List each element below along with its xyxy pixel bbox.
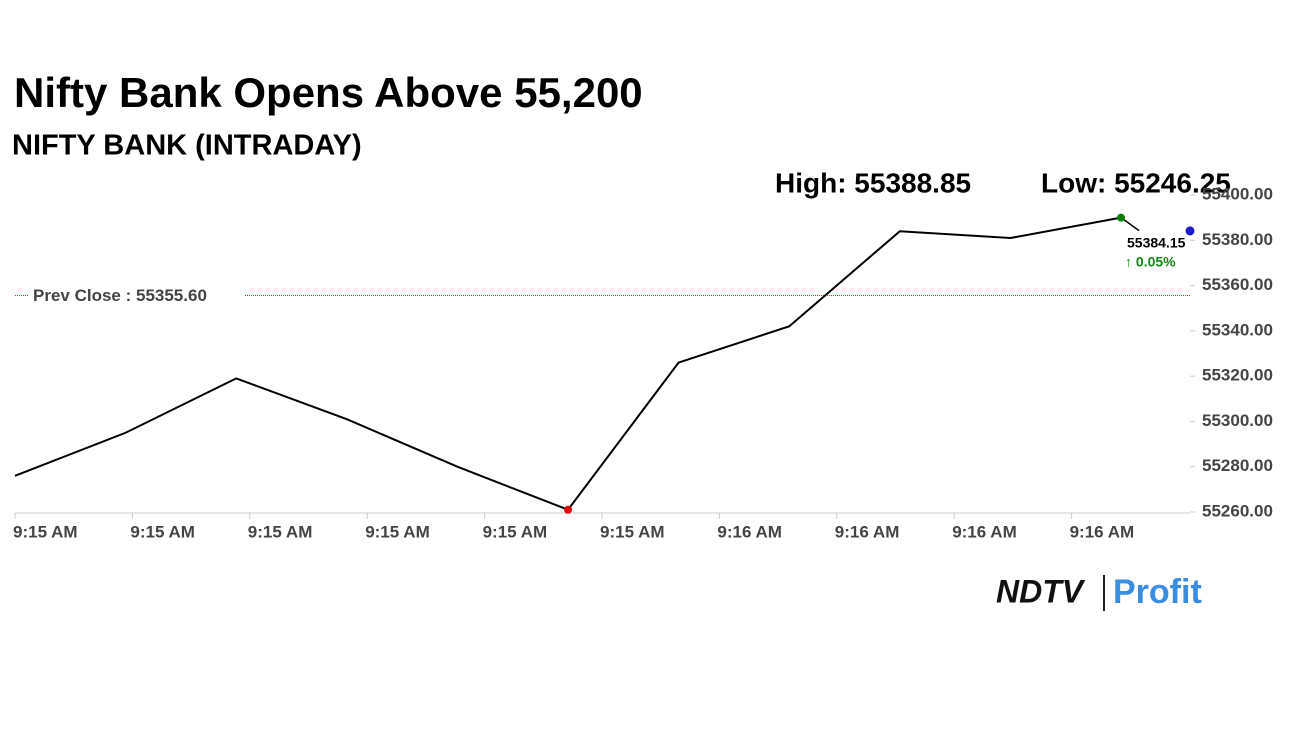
x-tick-label: 9:15 AM xyxy=(13,522,78,541)
logo-brand: NDTV xyxy=(996,573,1086,609)
prev-close-label: Prev Close : 55355.60 xyxy=(33,286,207,305)
x-tick-label: 9:16 AM xyxy=(717,522,782,541)
x-tick-label: 9:15 AM xyxy=(130,522,195,541)
x-tick-label: 9:16 AM xyxy=(1070,522,1135,541)
low-label: Low: 55246.25 xyxy=(1041,167,1231,198)
y-tick-label: 55340.00 xyxy=(1202,320,1273,339)
y-tick-label: 55360.00 xyxy=(1202,275,1273,294)
x-tick-label: 9:15 AM xyxy=(248,522,313,541)
current-marker xyxy=(1185,226,1195,236)
x-tick-label: 9:15 AM xyxy=(365,522,430,541)
y-tick-label: 55260.00 xyxy=(1202,501,1273,520)
x-tick-label: 9:15 AM xyxy=(600,522,665,541)
y-tick-label: 55380.00 xyxy=(1202,230,1273,249)
chart-subtitle: NIFTY BANK (INTRADAY) xyxy=(12,130,362,162)
y-tick-label: 55280.00 xyxy=(1202,456,1273,475)
x-tick-label: 9:15 AM xyxy=(483,522,548,541)
logo-product: Profit xyxy=(1113,573,1202,611)
y-tick-label: 55300.00 xyxy=(1202,411,1273,430)
x-tick-label: 9:16 AM xyxy=(952,522,1017,541)
high-label: High: 55388.85 xyxy=(775,167,971,198)
x-tick-label: 9:16 AM xyxy=(835,522,900,541)
series-line xyxy=(14,216,1122,511)
prev-close-bg xyxy=(28,283,245,308)
low-marker xyxy=(564,505,572,514)
last-marker xyxy=(1117,213,1125,222)
y-tick-label: 55320.00 xyxy=(1202,366,1273,385)
change-label: ↑ 0.05% xyxy=(1125,254,1176,270)
chart-title: Nifty Bank Opens Above 55,200 xyxy=(14,69,643,116)
current-value-label: 55384.15 xyxy=(1127,235,1186,251)
y-tick-label: 55400.00 xyxy=(1202,184,1273,203)
